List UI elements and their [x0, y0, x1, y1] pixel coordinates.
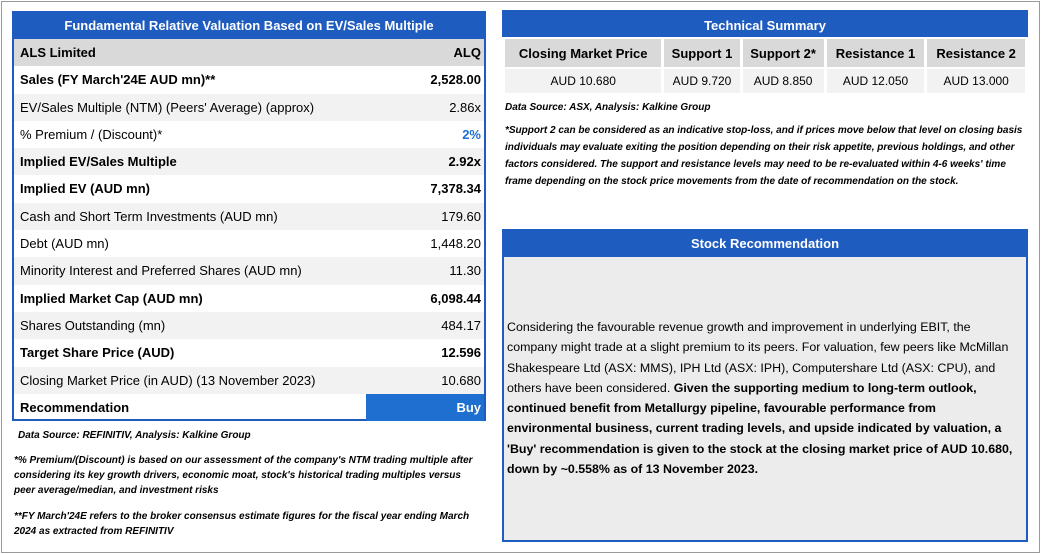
- row: Debt (AUD mn) 1,448.20: [14, 230, 484, 257]
- value-row: AUD 10.680 AUD 9.720 AUD 8.850 AUD 12.050 AU…: [505, 69, 1025, 93]
- row: Sales (FY March'24E AUD mn)** 2,528.00: [14, 66, 484, 93]
- recommendation-text: Considering the favourable revenue growt…: [504, 257, 1026, 479]
- row-label: Shares Outstanding (mn): [20, 317, 166, 333]
- note: **FY March'24E refers to the broker cons…: [14, 511, 470, 537]
- row-label: EV/Sales Multiple (NTM) (Peers' Average)…: [20, 99, 315, 115]
- row-label: Implied EV (AUD mn): [20, 181, 151, 197]
- value-cell: AUD 9.720: [664, 69, 740, 93]
- row-value: 2,528.00: [430, 72, 481, 88]
- header-cell: Support 2*: [742, 39, 824, 67]
- value-cell: AUD 8.850: [742, 69, 824, 93]
- row-value: 484.17: [441, 317, 481, 333]
- stock-recommendation: Stock Recommendation Considering the fav…: [502, 229, 1028, 542]
- row-value: Buy: [366, 393, 484, 422]
- row-value: 179.60: [441, 208, 481, 224]
- row: Implied EV/Sales Multiple 2.92x: [14, 148, 484, 176]
- row: EV/Sales Multiple (NTM) (Peers' Average)…: [14, 93, 484, 121]
- header-row: Closing Market Price Support 1 Support 2* R…: [505, 39, 1025, 67]
- row: Shares Outstanding (mn) 484.17: [14, 311, 484, 340]
- row: Minority Interest and Preferred Shares (…: [14, 257, 484, 285]
- emphasis: Given the supporting medium to long-term…: [507, 380, 1013, 477]
- row-value: 2.86x: [449, 99, 481, 115]
- header-cell: Closing Market Price: [505, 39, 662, 67]
- value-cell: AUD 10.680: [505, 69, 662, 93]
- row-label: Target Share Price (AUD): [20, 345, 175, 361]
- row: Implied Market Cap (AUD mn) 6,098.44: [14, 285, 484, 312]
- row-label: Minority Interest and Preferred Shares (…: [20, 263, 302, 279]
- row-label: Sales (FY March'24E AUD mn)**: [20, 72, 216, 88]
- row-label: Debt (AUD mn): [20, 236, 109, 252]
- row-label: Cash and Short Term Investments (AUD mn): [20, 208, 278, 224]
- section-title: Technical Summary: [502, 10, 1028, 37]
- row-label: Implied Market Cap (AUD mn): [20, 290, 203, 306]
- section-title: Stock Recommendation: [504, 231, 1026, 257]
- row: % Premium / (Discount)* 2%: [14, 121, 484, 148]
- row-label: Closing Market Price (in AUD) (13 Novemb…: [20, 372, 316, 388]
- row-value: 2%: [462, 126, 481, 142]
- note: *% Premium/(Discount) is based on our as…: [14, 455, 473, 496]
- table-title: Fundamental Relative Valuation Based on …: [14, 13, 484, 39]
- header-cell: Resistance 2: [927, 39, 1025, 67]
- row: Implied EV (AUD mn) 7,378.34: [14, 175, 484, 202]
- text: Considering the favourable revenue growt…: [507, 320, 1009, 395]
- row: Recommendation Buy: [14, 393, 484, 422]
- source: Data Source: REFINITIV, Analysis: Kalkin…: [18, 430, 251, 441]
- row: Closing Market Price (in AUD) (13 Novemb…: [14, 366, 484, 394]
- row-value: 1,448.20: [430, 236, 481, 252]
- source: Data Source: ASX, Analysis: Kalkine Grou…: [505, 102, 711, 113]
- header-row: ALS Limited ALQ: [14, 39, 484, 67]
- header-cell: Resistance 1: [826, 39, 925, 67]
- header-cell: ALQ: [453, 45, 481, 60]
- header-cell: Support 1: [664, 39, 740, 67]
- row-value: 11.30: [449, 263, 481, 279]
- row: Target Share Price (AUD) 12.596: [14, 339, 484, 366]
- row: Cash and Short Term Investments (AUD mn)…: [14, 202, 484, 231]
- row-label: Implied EV/Sales Multiple: [20, 154, 177, 170]
- row-label: Recommendation: [20, 399, 130, 415]
- value-cell: AUD 12.050: [826, 69, 925, 93]
- row-value: 7,378.34: [430, 181, 481, 197]
- row-value: 10.680: [441, 372, 481, 388]
- row-label: % Premium / (Discount)*: [20, 126, 163, 142]
- technical-table: Closing Market Price Support 1 Support 2* R…: [502, 37, 1028, 95]
- header-cell: ALS Limited: [20, 45, 96, 60]
- value-cell: AUD 13.000: [927, 69, 1025, 93]
- technical-summary: Technical Summary Closing Market Price Su…: [502, 10, 1028, 95]
- row-value: 2.92x: [448, 154, 481, 170]
- rows: Sales (FY March'24E AUD mn)** 2,528.00 EV/…: [14, 66, 484, 422]
- note: *Support 2 can be considered as an indic…: [505, 125, 1023, 187]
- row-value: 6,098.44: [430, 290, 481, 306]
- valuation-table: Fundamental Relative Valuation Based on …: [12, 11, 486, 422]
- row-value: 12.596: [441, 345, 481, 361]
